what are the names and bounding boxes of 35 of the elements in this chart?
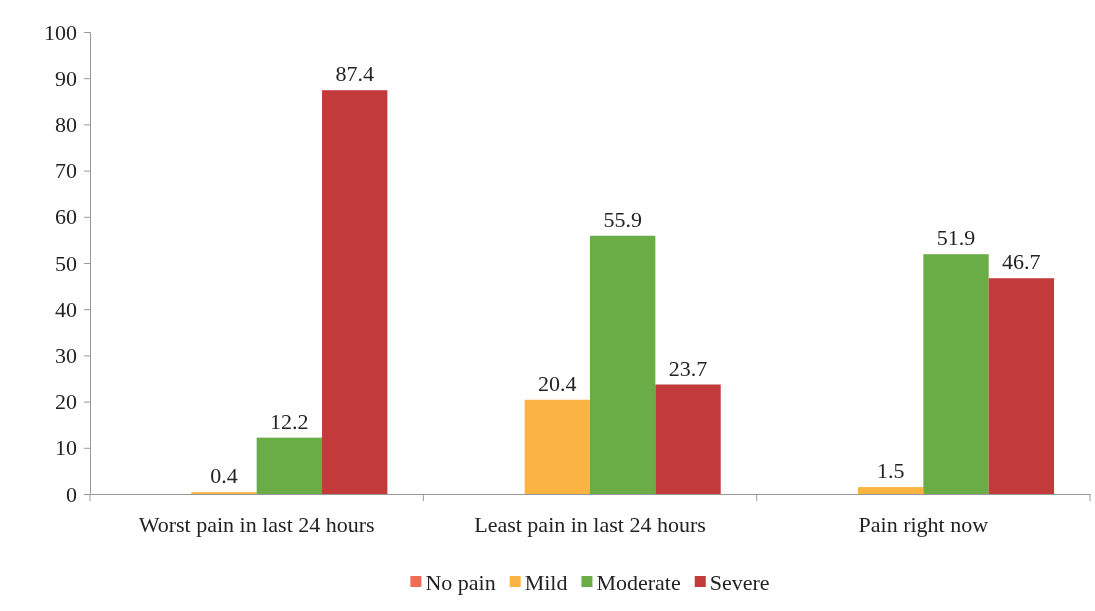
- data-label: 23.7: [668, 355, 708, 381]
- bar: [857, 487, 924, 494]
- y-tick-label: 80: [55, 111, 77, 137]
- bar: [256, 437, 323, 494]
- y-tick-label: 100: [44, 19, 77, 45]
- data-label: 1.5: [876, 458, 905, 484]
- y-tick-label: 10: [55, 435, 77, 461]
- y-tick-label: 70: [55, 158, 77, 184]
- legend-label: Severe: [709, 569, 770, 595]
- y-tick-label: 60: [55, 204, 77, 230]
- x-tick-label: Pain right now: [858, 512, 989, 538]
- y-tick-label: 0: [66, 481, 77, 507]
- y-tick-label: 40: [55, 296, 77, 322]
- bar: [322, 90, 388, 494]
- x-tick-label: Least pain in last 24 hours: [474, 512, 706, 538]
- bar: [655, 384, 721, 494]
- bar: [590, 235, 656, 494]
- data-label: 0.4: [210, 463, 238, 489]
- data-label: 20.4: [538, 370, 577, 396]
- data-label: 46.7: [1002, 249, 1041, 275]
- x-tick-label: Worst pain in last 24 hours: [138, 512, 375, 538]
- legend-label: Moderate: [596, 569, 681, 595]
- data-label: 55.9: [603, 206, 642, 232]
- y-tick-label: 20: [55, 389, 77, 415]
- data-label: 51.9: [936, 225, 976, 251]
- bar: [923, 254, 989, 494]
- y-tick-label: 30: [55, 342, 77, 368]
- data-label: 12.2: [270, 408, 309, 434]
- bar: [524, 399, 590, 494]
- data-label: 87.4: [335, 61, 374, 87]
- y-tick-label: 50: [55, 250, 77, 276]
- y-tick-label: 90: [55, 65, 77, 91]
- legend-label: Mild: [524, 569, 568, 595]
- legend-label: No pain: [425, 569, 496, 595]
- bar: [988, 278, 1055, 494]
